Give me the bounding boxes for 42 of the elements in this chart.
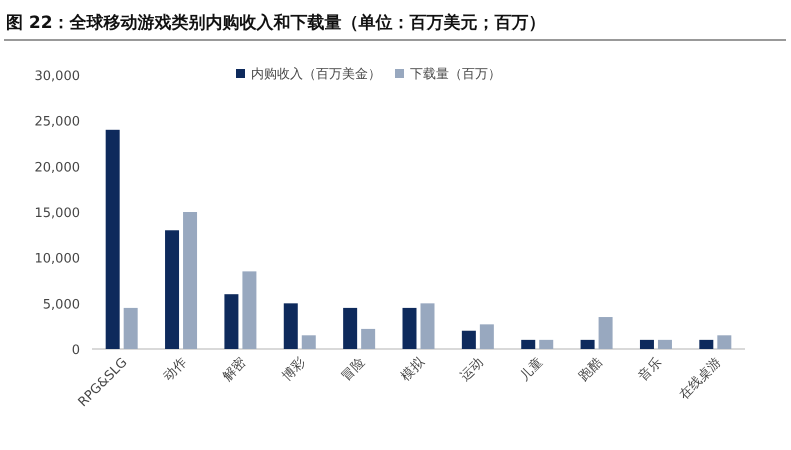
y-tick-label: 15,000 xyxy=(34,206,80,221)
y-tick-label: 30,000 xyxy=(34,69,80,84)
x-tick-label: 动作 xyxy=(160,355,190,384)
x-tick-label: 音乐 xyxy=(636,355,665,384)
bar xyxy=(717,335,732,349)
bar xyxy=(462,330,476,349)
bar xyxy=(106,130,120,349)
bar xyxy=(124,308,138,349)
bar xyxy=(539,340,554,349)
y-tick-label: 5,000 xyxy=(42,297,80,312)
legend-label: 内购收入（百万美金） xyxy=(251,66,381,82)
bar xyxy=(480,324,494,349)
bar xyxy=(658,340,672,349)
x-tick-label: 冒险 xyxy=(338,355,368,384)
x-tick-label: 跑酷 xyxy=(576,355,606,384)
y-tick-label: 20,000 xyxy=(34,160,80,176)
bar xyxy=(640,340,654,349)
bar xyxy=(521,340,536,349)
x-tick-label: 博彩 xyxy=(280,355,309,384)
y-tick-label: 10,000 xyxy=(34,252,80,267)
x-tick-label: 模拟 xyxy=(398,354,428,384)
bar xyxy=(343,308,358,349)
bar xyxy=(402,308,416,349)
legend-label: 下载量（百万） xyxy=(410,67,501,82)
bar xyxy=(699,340,714,349)
x-tick-label: 解密 xyxy=(220,355,250,384)
y-tick-label: 25,000 xyxy=(34,114,80,130)
bar xyxy=(224,294,238,349)
bar xyxy=(284,303,298,349)
bar xyxy=(598,317,613,349)
bar xyxy=(420,303,434,349)
x-tick-label: 运动 xyxy=(458,355,487,384)
x-tick-label: 儿童 xyxy=(516,354,546,384)
chart-title: 图 22：全球移动游戏类别内购收入和下载量（单位：百万美元；百万） xyxy=(6,13,546,33)
bar xyxy=(361,328,376,349)
bar xyxy=(580,340,595,349)
bar xyxy=(302,335,316,349)
y-tick-label: 0 xyxy=(72,343,80,358)
bar xyxy=(165,230,180,349)
bar xyxy=(183,212,198,349)
x-tick-label: 在线桌游 xyxy=(676,355,724,403)
bar xyxy=(242,271,256,349)
